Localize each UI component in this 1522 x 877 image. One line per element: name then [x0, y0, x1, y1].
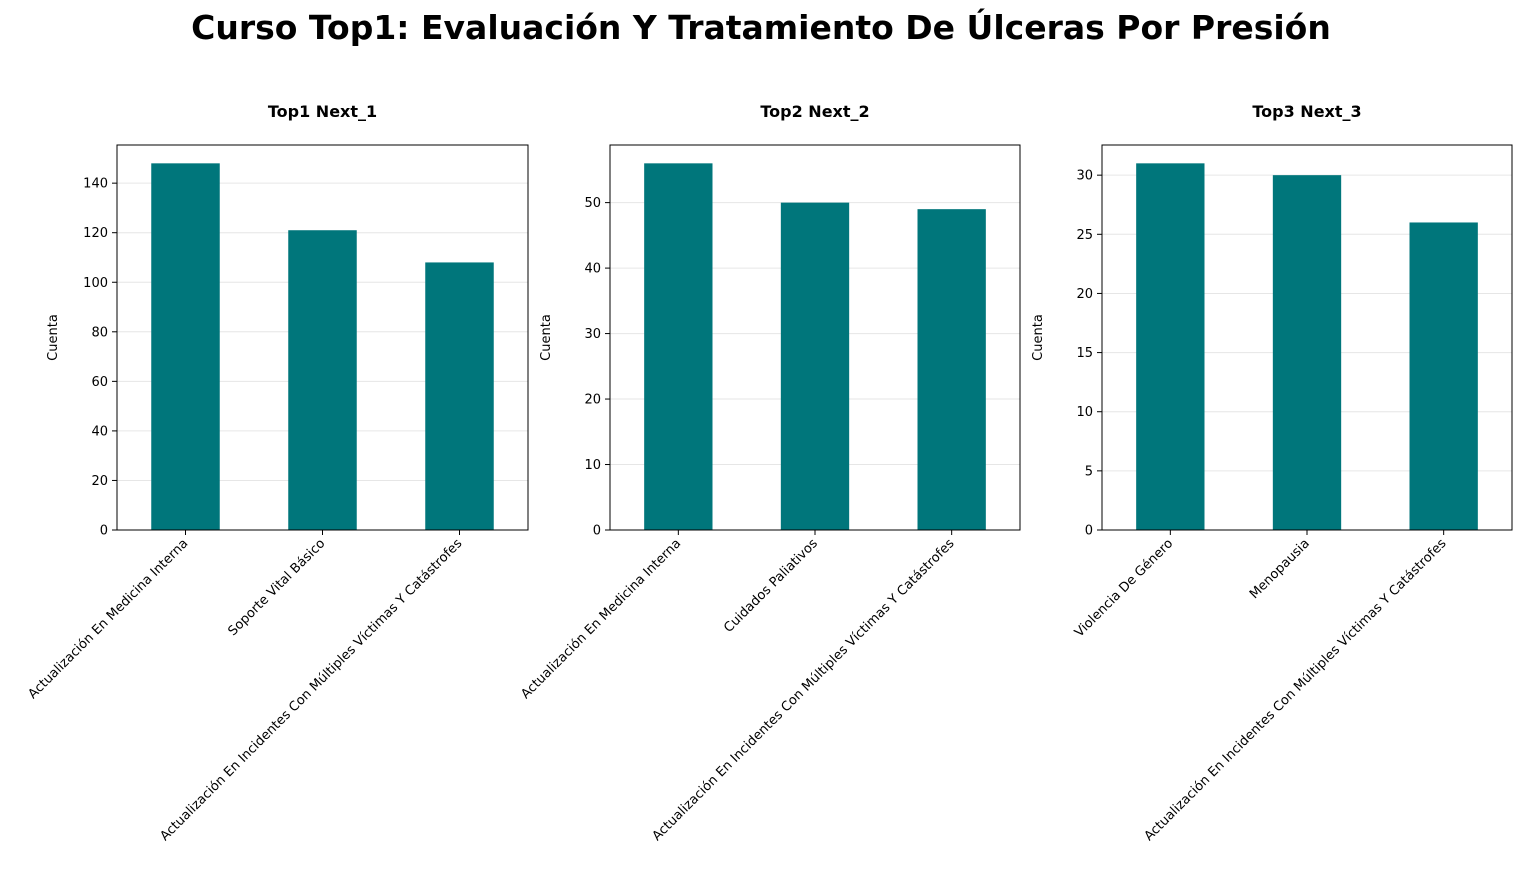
y-tick-label: 30 [1076, 169, 1093, 184]
y-tick-label: 100 [83, 276, 108, 291]
subplot-2: 0 10 20 30 40 50 Actualización En Medicina Int… [518, 102, 1021, 844]
x-tick-label: Actualización En Medicina Interna [518, 536, 684, 702]
figure-title: Curso Top1: Evaluación Y Tratamiento De … [191, 8, 1331, 47]
x-tick-label: Actualización En Incidentes Con Múltiple… [1142, 536, 1450, 844]
bar [1409, 222, 1478, 530]
y-tick-label: 25 [1076, 228, 1093, 243]
y-axis-label: Cuenta [539, 314, 554, 361]
subplot-title: Top3 Next_3 [1252, 102, 1361, 121]
y-tick-label: 10 [584, 458, 601, 473]
y-tick-label: 40 [584, 262, 601, 277]
x-tick-label: Violencia De Género [1072, 536, 1176, 640]
x-tick-label: Actualización En Medicina Interna [26, 536, 192, 702]
x-tick-label: Menopausia [1247, 536, 1313, 602]
x-tick-label: Actualización En Incidentes Con Múltiple… [157, 536, 465, 844]
y-tick-label: 5 [1085, 464, 1093, 479]
y-tick-label: 50 [584, 196, 601, 211]
y-tick-label: 120 [83, 226, 108, 241]
y-tick-label: 0 [100, 524, 108, 539]
y-axis-label: Cuenta [46, 314, 61, 361]
subplot-3: 0 5 10 15 20 25 30 Violencia De Género Menopausi… [1031, 102, 1513, 844]
bar [1136, 163, 1205, 531]
y-tick-label: 20 [584, 393, 601, 408]
y-tick-label: 140 [83, 177, 108, 192]
bar [288, 230, 357, 530]
y-tick-label: 30 [584, 327, 601, 342]
x-tick-label: Actualización En Incidentes Con Múltiple… [650, 536, 958, 844]
bar [425, 262, 494, 530]
subplot-1: 0 20 40 60 80 100 120 140 Actualización En Medic… [26, 102, 529, 844]
x-tick-label: Cuidados Paliativos [721, 536, 821, 636]
y-tick-label: 10 [1076, 405, 1093, 420]
bar [1272, 175, 1342, 530]
y-tick-label: 40 [91, 424, 108, 439]
bar [644, 163, 713, 531]
y-axis-label: Cuenta [1031, 314, 1046, 361]
y-tick-label: 20 [1076, 287, 1093, 302]
y-tick-label: 15 [1076, 346, 1093, 361]
y-tick-label: 0 [593, 524, 601, 539]
subplot-title: Top1 Next_1 [268, 102, 377, 121]
y-tick-label: 80 [91, 325, 108, 340]
bar [151, 163, 220, 531]
y-tick-label: 0 [1085, 524, 1093, 539]
x-tick-label: Soporte Vital Básico [226, 536, 329, 639]
y-tick-label: 60 [91, 375, 108, 390]
y-tick-label: 20 [91, 474, 108, 489]
bar [780, 202, 850, 530]
subplot-title: Top2 Next_2 [760, 102, 869, 121]
bar [917, 209, 986, 530]
